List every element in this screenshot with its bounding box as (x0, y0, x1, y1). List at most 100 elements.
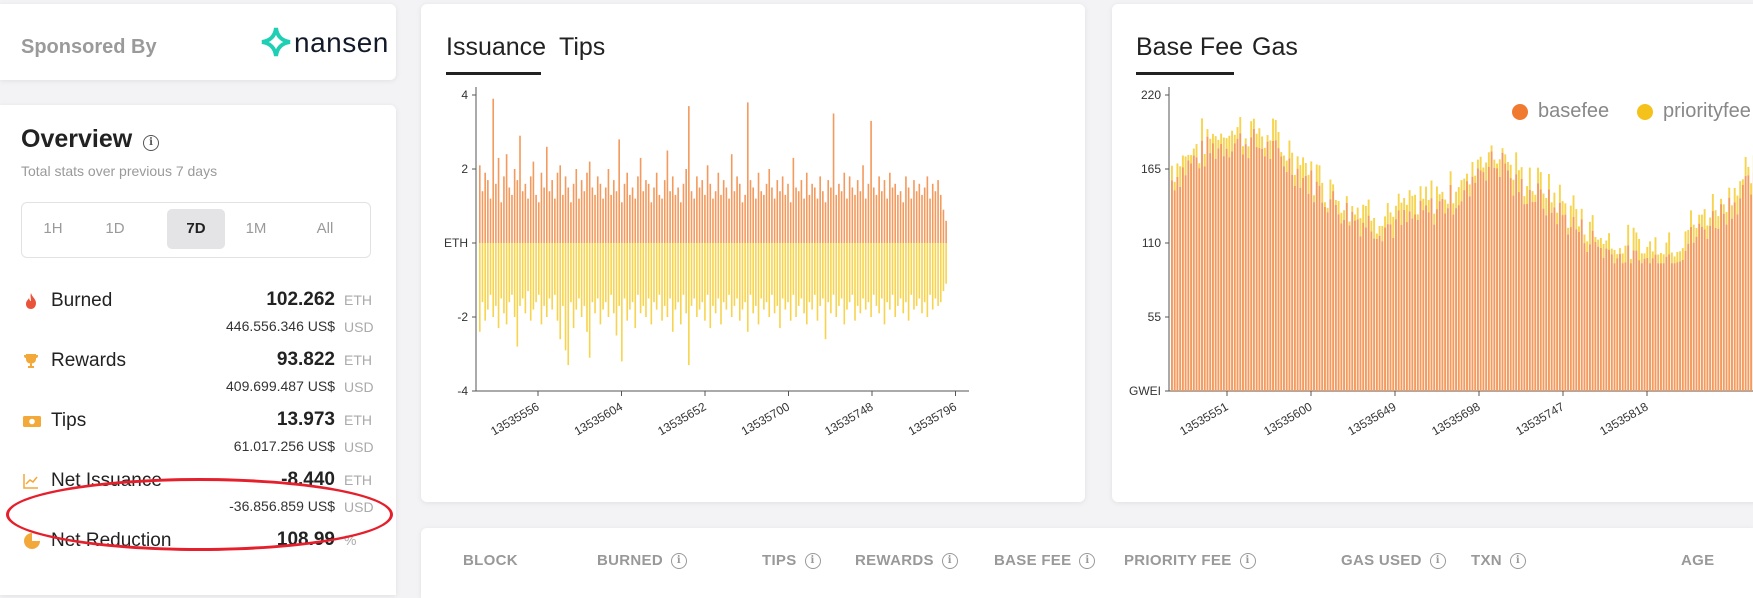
bar-basefee (1444, 214, 1446, 391)
bar-basefee (1570, 227, 1572, 391)
time-range-selector: 1H 1D 7D 1M All (21, 202, 371, 258)
bar-basefee (1493, 168, 1495, 391)
bar-priorityfee (1485, 163, 1487, 181)
bar-burn (492, 243, 494, 317)
info-icon[interactable]: i (671, 553, 687, 569)
bar-priorityfee (1698, 215, 1700, 224)
nansen-logo[interactable]: nansen (260, 26, 389, 58)
bar-priorityfee (1201, 118, 1203, 140)
info-icon[interactable]: i (942, 553, 958, 569)
info-icon[interactable]: i (1240, 553, 1256, 569)
bar-basefee (1696, 237, 1698, 391)
bar-issuance (900, 191, 902, 243)
column-header-age[interactable]: AGE (1681, 552, 1714, 569)
bar-burn (506, 243, 508, 324)
bar-basefee (1657, 263, 1659, 391)
bar-basefee (1540, 189, 1542, 391)
range-1h-button[interactable]: 1H (24, 209, 82, 249)
bar-burn (562, 243, 564, 306)
bar-priorityfee (1564, 203, 1566, 214)
bar-basefee (1228, 157, 1230, 391)
bar-priorityfee (1253, 119, 1255, 129)
bar-issuance (527, 199, 529, 243)
bar-issuance (785, 195, 787, 243)
bar-issuance (696, 176, 698, 243)
bar-priorityfee (1316, 165, 1318, 182)
info-icon[interactable]: i (1430, 553, 1446, 569)
bar-priorityfee (1422, 199, 1424, 210)
bar-issuance (910, 199, 912, 243)
info-icon[interactable]: i (143, 135, 159, 151)
bar-basefee (1360, 236, 1362, 391)
range-1d-button[interactable]: 1D (86, 209, 144, 249)
info-icon[interactable]: i (1510, 553, 1526, 569)
bar-basefee (1425, 205, 1427, 391)
bar-priorityfee (1321, 183, 1323, 203)
bar-priorityfee (1239, 117, 1241, 133)
bar-burn (570, 243, 572, 302)
bar-issuance (680, 202, 682, 243)
bar-priorityfee (1286, 161, 1288, 172)
bar-basefee (1433, 225, 1435, 391)
bar-priorityfee (1278, 132, 1280, 148)
bar-priorityfee (1523, 196, 1525, 204)
bar-priorityfee (1559, 185, 1561, 203)
bar-basefee (1575, 229, 1577, 391)
bar-basefee (1739, 198, 1741, 391)
x-tick-label: 13535698 (1429, 399, 1483, 438)
bar-priorityfee (1529, 168, 1531, 190)
bar-issuance (525, 184, 527, 243)
column-header-block[interactable]: BLOCK (463, 552, 518, 569)
bar-issuance (787, 184, 789, 243)
bar-priorityfee (1310, 161, 1312, 170)
range-7d-button[interactable]: 7D (167, 209, 225, 249)
bar-burn (940, 243, 942, 302)
bar-priorityfee (1452, 203, 1454, 214)
bar-priorityfee (1652, 251, 1654, 258)
bar-basefee (1545, 215, 1547, 391)
bar-priorityfee (1409, 190, 1411, 211)
nansen-logo-icon (260, 26, 292, 58)
bar-priorityfee (1215, 136, 1217, 159)
bar-issuance (768, 169, 770, 243)
bar-basefee (1308, 194, 1310, 391)
bar-priorityfee (1679, 251, 1681, 261)
bar-issuance (642, 191, 644, 243)
bar-priorityfee (1220, 134, 1222, 144)
info-icon[interactable]: i (1079, 553, 1095, 569)
stat-burned: Burned 102.262 ETH 446.556.346 US$ USD (0, 285, 396, 345)
range-all-button[interactable]: All (296, 209, 354, 249)
bar-burn (739, 243, 741, 321)
bar-issuance (919, 184, 921, 243)
bar-burn (932, 243, 934, 310)
range-1m-button[interactable]: 1M (227, 209, 285, 249)
bar-issuance (825, 202, 827, 243)
info-icon[interactable]: i (805, 553, 821, 569)
bar-burn (578, 243, 580, 299)
bar-basefee (1548, 190, 1550, 391)
bar-burn (785, 243, 787, 310)
bar-issuance (726, 188, 728, 244)
bar-burn (669, 243, 671, 299)
bar-basefee (1543, 209, 1545, 391)
bar-priorityfee (1630, 259, 1632, 263)
bar-burn (586, 243, 588, 332)
bar-burn (884, 243, 886, 324)
bar-basefee (1592, 231, 1594, 391)
bar-burn (508, 243, 510, 302)
x-tick-label: 13535556 (488, 399, 542, 438)
bar-issuance (731, 154, 733, 243)
bar-priorityfee (1734, 188, 1736, 202)
bar-basefee (1597, 247, 1599, 391)
bar-issuance (570, 202, 572, 243)
bar-basefee (1179, 187, 1181, 391)
bar-priorityfee (1646, 247, 1648, 258)
bar-basefee (1409, 211, 1411, 391)
